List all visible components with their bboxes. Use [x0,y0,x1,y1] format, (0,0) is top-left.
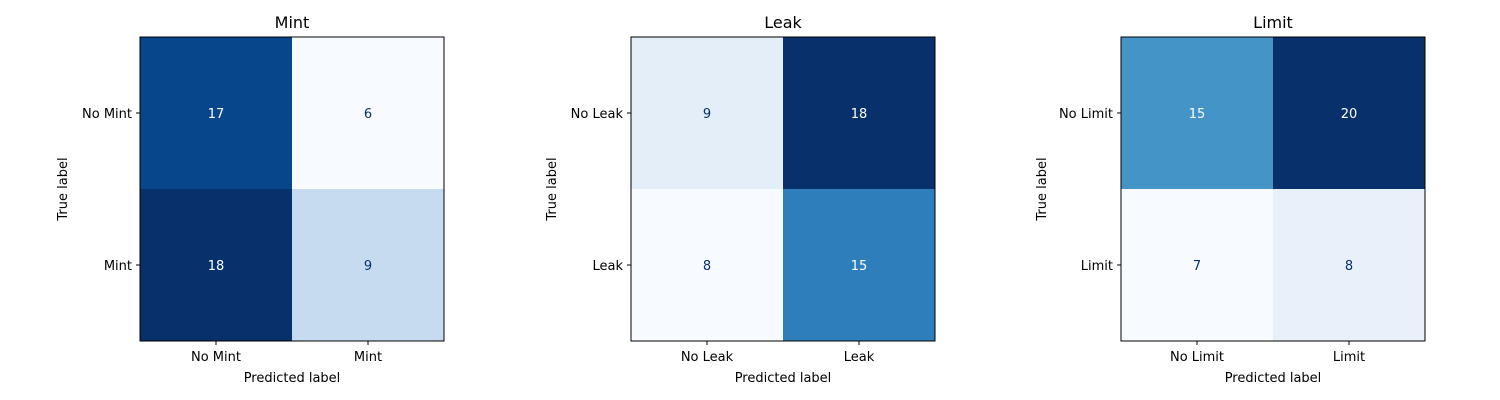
x-axis-ticks: No Leak Leak [681,341,875,365]
cell-value-label: 8 [1345,259,1353,274]
x-tick-label: No Mint [191,350,241,365]
heatmap-cells: 15 20 7 8 [1121,37,1425,341]
cell-value-label: 8 [703,259,711,274]
cell-value-label: 9 [703,107,711,122]
cell-value-label: 20 [1341,107,1358,122]
y-axis-label: True label [545,157,560,221]
chart-title: Mint [275,13,310,32]
y-axis-label: True label [56,157,71,221]
plot-frame [139,36,445,342]
chart-panel-leak: Leak 9 18 8 15 No Leak Leak No Leak Leak Pred… [545,13,936,386]
chart-title: Leak [764,13,802,32]
chart-panel-mint: Mint 17 6 18 9 No Mint Mint No Mint Mint Pred… [56,13,445,386]
chart-title: Limit [1253,13,1293,32]
cell-value-label: 9 [364,259,372,274]
cell-value-label: 15 [1189,107,1206,122]
y-tick-label: Limit [1081,259,1113,274]
heatmap-cell [631,37,783,189]
y-axis-label: True label [1035,157,1050,221]
x-axis-label: Predicted label [244,371,341,386]
cell-value-label: 18 [851,107,868,122]
cell-value-label: 15 [851,259,868,274]
y-tick-label: Mint [104,259,132,274]
heatmap-cells: 17 6 18 9 [140,37,444,341]
y-axis-ticks: No Limit Limit [1059,107,1121,274]
y-tick-label: No Leak [571,107,624,122]
cell-value-label: 7 [1193,259,1201,274]
y-tick-label: No Mint [82,107,132,122]
heatmap-cell [1121,37,1273,189]
heatmap-cell [292,189,444,341]
heatmap-cell [140,189,292,341]
x-tick-label: No Limit [1170,350,1224,365]
x-tick-label: Limit [1333,350,1365,365]
y-tick-label: No Limit [1059,107,1113,122]
chart-panel-limit: Limit 15 20 7 8 No Limit Limit No Limit Limit… [1035,13,1426,386]
y-tick-label: Leak [592,259,623,274]
cell-value-label: 18 [208,259,225,274]
x-tick-label: No Leak [681,350,734,365]
heatmap-cell [1273,37,1425,189]
x-axis-ticks: No Mint Mint [191,341,382,365]
x-axis-label: Predicted label [735,371,832,386]
heatmap-cell [631,189,783,341]
heatmap-cells: 9 18 8 15 [631,37,935,341]
x-axis-ticks: No Limit Limit [1170,341,1365,365]
heatmap-cell [1273,189,1425,341]
heatmap-cell [140,37,292,189]
heatmap-cell [783,37,935,189]
cell-value-label: 6 [364,107,372,122]
x-tick-label: Mint [354,350,382,365]
heatmap-cell [292,37,444,189]
cell-value-label: 17 [208,107,225,122]
plot-frame [1120,36,1426,342]
y-axis-ticks: No Mint Mint [82,107,140,274]
heatmap-cell [1121,189,1273,341]
plot-frame [630,36,936,342]
x-tick-label: Leak [844,350,875,365]
heatmap-cell [783,189,935,341]
y-axis-ticks: No Leak Leak [571,107,631,274]
x-axis-label: Predicted label [1225,371,1322,386]
